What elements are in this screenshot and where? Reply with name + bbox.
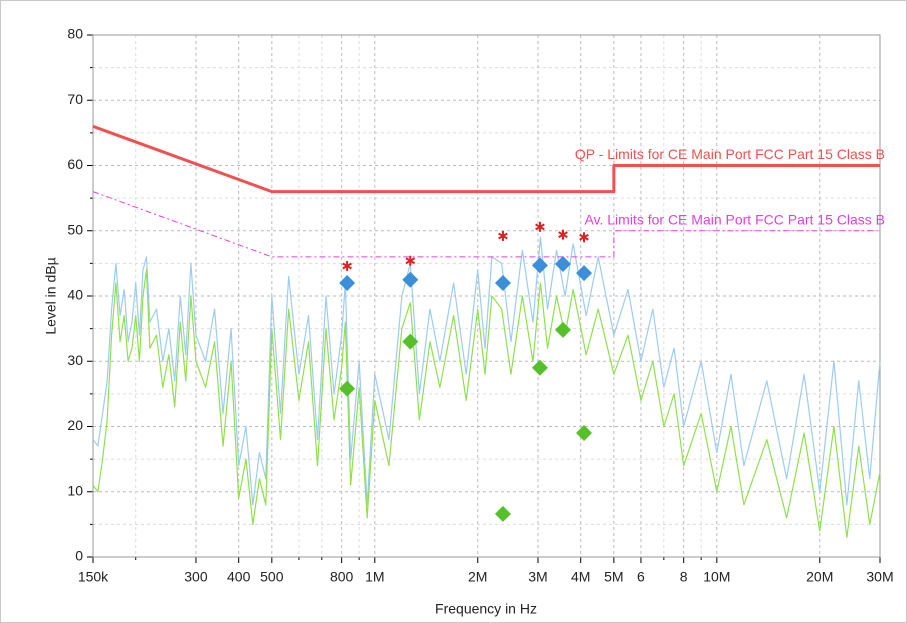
x-tick-label: 8 [680,569,688,585]
diamond-marker [494,274,511,291]
y-tick-label: 20 [67,417,83,433]
x-tick-label: 3M [528,569,547,585]
diamond-marker [402,271,419,288]
peak-star [405,255,416,266]
limit-label: Av. Limits for CE Main Port FCC Part 15 … [584,211,885,227]
x-tick-label: 5M [604,569,623,585]
series-line [92,191,880,258]
diamond-marker [531,359,548,376]
y-tick-label: 60 [67,156,83,172]
y-tick-label: 30 [67,352,83,368]
y-tick-label: 40 [67,287,83,303]
peak-star [535,221,545,232]
y-tick-label: 0 [75,548,83,564]
x-tick-label: 30M [866,569,893,585]
star-stroke [342,262,352,270]
y-tick-label: 80 [67,26,83,42]
x-tick-label: 10M [703,569,730,585]
x-tick-label: 300 [184,569,208,585]
star-stroke [535,223,545,231]
star-stroke [405,257,416,265]
x-tick-label: 2M [468,569,487,585]
diamond-marker [402,333,419,350]
x-tick-label: 1M [365,569,384,585]
x-tick-label: 150k [78,569,109,585]
peak-star [342,260,352,271]
diamond-marker [494,505,511,522]
diamond-marker [576,425,593,442]
x-tick-label: 400 [227,569,251,585]
y-tick-label: 70 [67,91,83,107]
peak-star [579,232,589,243]
x-tick-label: 4M [571,569,590,585]
star-stroke [558,231,568,239]
y-tick-label: 10 [67,482,83,498]
diamond-marker [576,265,593,282]
peak-star [558,229,568,240]
x-tick-label: 800 [330,569,354,585]
star-stroke [579,233,589,241]
series-line [92,124,880,194]
y-axis-label: Level in dBµ [43,257,59,334]
series-line [92,236,881,506]
diamond-marker [339,274,356,291]
series-line [92,269,881,539]
x-tick-label: 500 [260,569,284,585]
diamond-marker [339,380,356,397]
diamond-marker [531,257,548,274]
diamond-marker [554,321,571,338]
x-tick-label: 6 [637,569,645,585]
limit-label: QP - Limits for CE Main Port FCC Part 15… [575,146,885,162]
plot-border [92,34,881,558]
x-tick-label: 20M [806,569,833,585]
peak-star [498,230,508,241]
star-stroke [498,232,508,240]
y-tick-label: 50 [67,221,83,237]
diamond-marker [554,256,571,273]
x-axis-label: Frequency in Hz [435,601,537,617]
